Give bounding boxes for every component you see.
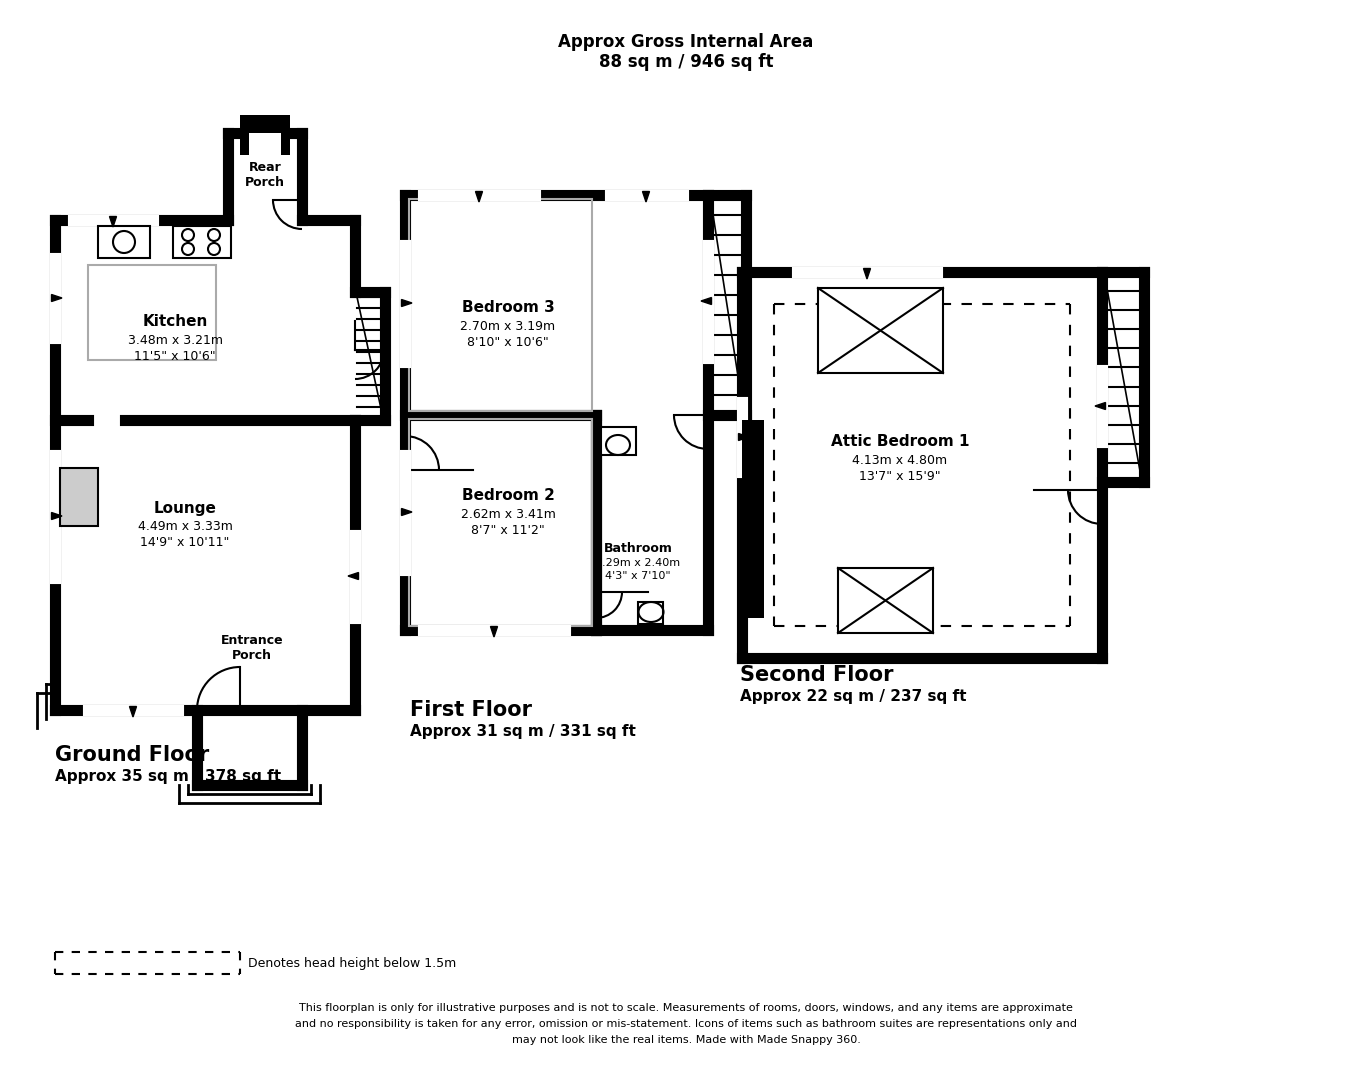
Bar <box>818 288 943 373</box>
Bar <box>409 419 591 626</box>
Text: Entrance
Porch: Entrance Porch <box>221 634 283 662</box>
Text: Bedroom 2: Bedroom 2 <box>461 488 554 503</box>
Text: 8'10" x 10'6": 8'10" x 10'6" <box>466 336 549 349</box>
Text: Denotes head height below 1.5m: Denotes head height below 1.5m <box>248 957 457 970</box>
Polygon shape <box>701 297 712 305</box>
Bar <box>638 602 663 624</box>
Polygon shape <box>110 216 117 227</box>
Bar <box>742 420 764 618</box>
Text: Approx 22 sq m / 237 sq ft: Approx 22 sq m / 237 sq ft <box>740 689 966 704</box>
Bar <box>240 133 248 156</box>
Polygon shape <box>1095 403 1106 409</box>
Bar <box>240 114 289 133</box>
Bar <box>409 199 591 411</box>
Text: This floorplan is only for illustrative purposes and is not to scale. Measuremen: This floorplan is only for illustrative … <box>299 1003 1073 1013</box>
Text: Approx Gross Internal Area: Approx Gross Internal Area <box>558 33 814 51</box>
Polygon shape <box>738 433 749 441</box>
Text: 2.62m x 3.41m: 2.62m x 3.41m <box>461 508 556 521</box>
Text: and no responsibility is taken for any error, omission or mis-statement. Icons o: and no responsibility is taken for any e… <box>295 1020 1077 1029</box>
Polygon shape <box>863 269 870 279</box>
Text: 14'9" x 10'11": 14'9" x 10'11" <box>140 536 229 549</box>
Polygon shape <box>348 572 358 580</box>
Bar <box>838 568 933 633</box>
Text: 11'5" x 10'6": 11'5" x 10'6" <box>134 350 215 363</box>
Text: Bathroom: Bathroom <box>604 541 672 554</box>
Text: 8'7" x 11'2": 8'7" x 11'2" <box>471 524 545 537</box>
Bar <box>281 133 289 156</box>
Polygon shape <box>642 191 649 202</box>
Text: First Floor: First Floor <box>410 700 532 720</box>
Text: 2.70m x 3.19m: 2.70m x 3.19m <box>461 320 556 333</box>
Text: Bedroom 3: Bedroom 3 <box>461 300 554 315</box>
Text: 1.29m x 2.40m: 1.29m x 2.40m <box>595 558 681 568</box>
Text: may not look like the real items. Made with Made Snappy 360.: may not look like the real items. Made w… <box>512 1035 860 1045</box>
Text: 3.48m x 3.21m: 3.48m x 3.21m <box>128 334 222 347</box>
Text: Lounge: Lounge <box>154 500 217 515</box>
Text: 4'3" x 7'10": 4'3" x 7'10" <box>605 571 671 581</box>
Polygon shape <box>476 191 483 202</box>
Text: Second Floor: Second Floor <box>740 665 893 685</box>
Polygon shape <box>491 626 498 637</box>
Polygon shape <box>129 706 136 717</box>
Bar <box>173 226 230 258</box>
Bar <box>601 427 637 455</box>
Text: 4.49m x 3.33m: 4.49m x 3.33m <box>137 519 232 532</box>
Text: Kitchen: Kitchen <box>143 314 207 329</box>
Text: Rear
Porch: Rear Porch <box>246 161 285 189</box>
Polygon shape <box>52 513 62 519</box>
Bar <box>97 226 150 258</box>
Text: Approx 31 sq m / 331 sq ft: Approx 31 sq m / 331 sq ft <box>410 724 635 739</box>
Text: 4.13m x 4.80m: 4.13m x 4.80m <box>852 454 948 467</box>
Bar <box>60 468 97 526</box>
Polygon shape <box>402 299 412 307</box>
Polygon shape <box>402 509 412 515</box>
Text: 13'7" x 15'9": 13'7" x 15'9" <box>859 470 941 483</box>
Text: Attic Bedroom 1: Attic Bedroom 1 <box>831 434 969 449</box>
Text: 88 sq m / 946 sq ft: 88 sq m / 946 sq ft <box>598 53 774 71</box>
Bar <box>88 265 215 360</box>
Text: Approx 35 sq m / 378 sq ft: Approx 35 sq m / 378 sq ft <box>55 769 281 784</box>
Polygon shape <box>52 295 62 301</box>
Text: Ground Floor: Ground Floor <box>55 745 210 765</box>
